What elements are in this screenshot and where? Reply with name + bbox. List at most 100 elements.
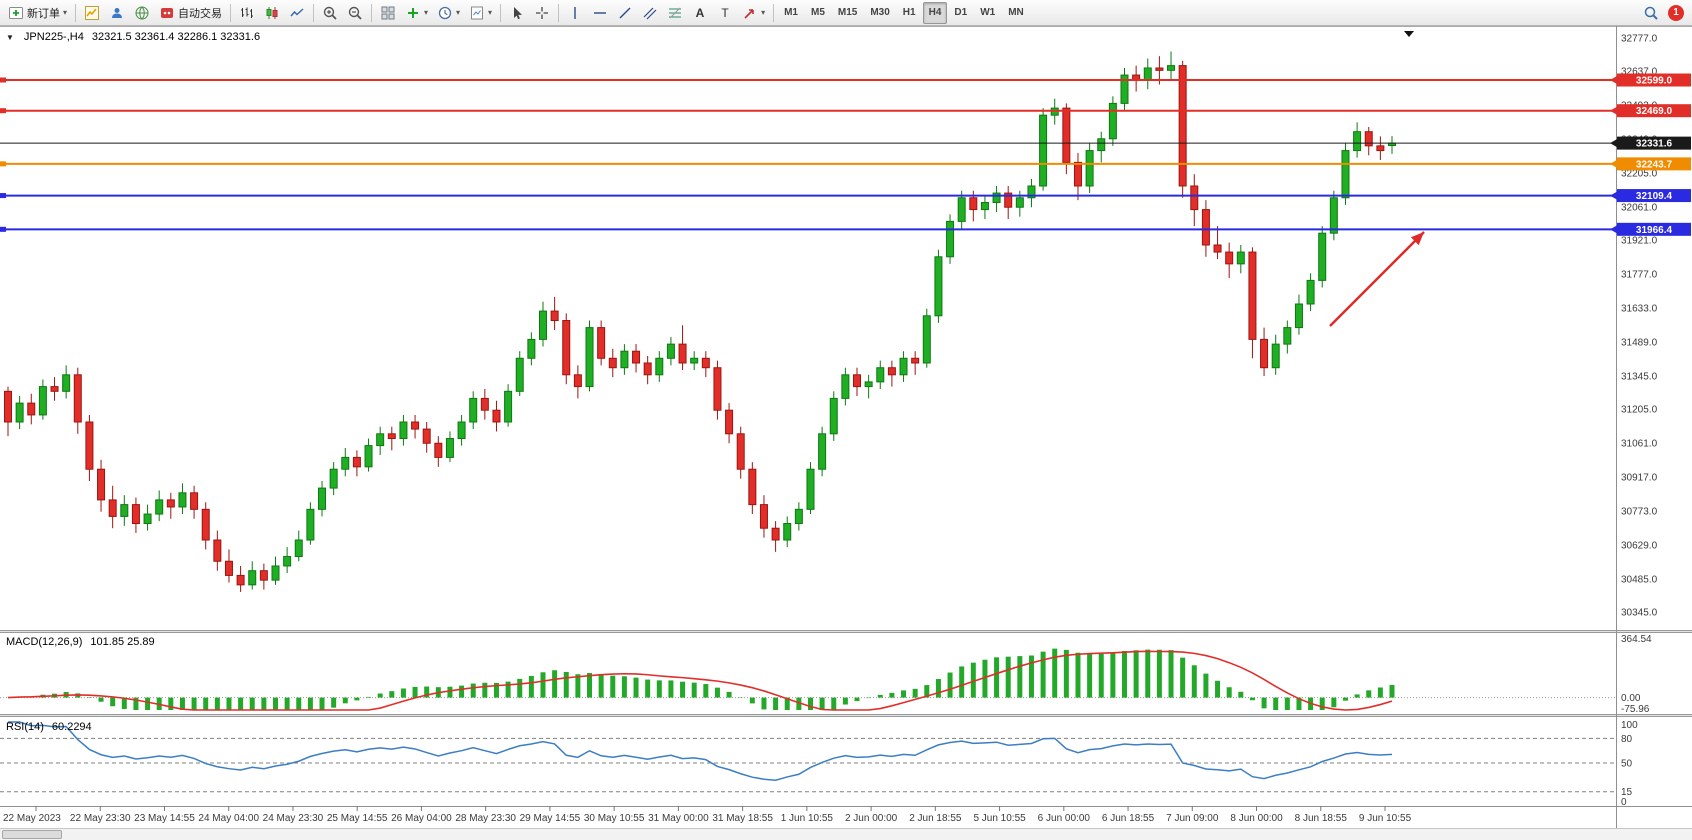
trendline-button[interactable] (613, 2, 637, 24)
arrow-tool-icon (744, 8, 754, 19)
svg-text:7 Jun 09:00: 7 Jun 09:00 (1166, 813, 1219, 824)
svg-text:6 Jun 00:00: 6 Jun 00:00 (1038, 813, 1091, 824)
bar-chart-button[interactable] (235, 2, 259, 24)
new-order-icon (9, 6, 23, 19)
svg-text:32109.4: 32109.4 (1636, 191, 1673, 202)
new-chart-button[interactable] (80, 2, 104, 24)
profiles-button[interactable] (105, 2, 129, 24)
fibonacci-icon (669, 7, 682, 18)
svg-text:32205.0: 32205.0 (1621, 169, 1658, 180)
svg-text:8 Jun 00:00: 8 Jun 00:00 (1230, 813, 1283, 824)
timeframe-mn-button[interactable]: MN (1008, 7, 1024, 18)
svg-text:15: 15 (1621, 787, 1633, 798)
new-order-label: 新订单 (27, 7, 60, 20)
svg-text:31777.0: 31777.0 (1621, 270, 1658, 281)
indicators-button[interactable]: ▾ (401, 2, 432, 24)
svg-text:31489.0: 31489.0 (1621, 337, 1658, 348)
svg-text:50: 50 (1621, 759, 1633, 770)
svg-text:24 May 04:00: 24 May 04:00 (198, 813, 259, 824)
zoom-out-icon (348, 6, 362, 20)
timeframe-h4-button[interactable]: H4 (922, 1, 948, 24)
svg-text:22 May 2023: 22 May 2023 (3, 813, 61, 824)
search-button[interactable] (1639, 2, 1663, 24)
crosshair-icon (536, 6, 549, 19)
toolbar-separator (313, 3, 315, 22)
horizontal-scrollbar[interactable] (0, 828, 1692, 840)
svg-text:9 Jun 10:55: 9 Jun 10:55 (1359, 813, 1412, 824)
candlestick-chart-button[interactable] (260, 2, 284, 24)
svg-text:6 Jun 18:55: 6 Jun 18:55 (1102, 813, 1155, 824)
svg-text:A: A (696, 6, 705, 20)
timeframe-m30-button[interactable]: M30 (870, 7, 890, 18)
chevron-down-icon: ▾ (488, 7, 493, 17)
channel-icon (643, 7, 657, 19)
text-icon: A (696, 6, 705, 20)
horizontal-line-button[interactable] (588, 2, 612, 24)
bar-chart-icon (241, 7, 254, 18)
svg-text:32061.0: 32061.0 (1621, 202, 1658, 213)
chevron-down-icon: ▾ (761, 7, 766, 17)
chevron-down-icon: ▾ (424, 7, 429, 17)
svg-text:364.54: 364.54 (1621, 634, 1652, 645)
svg-text:8 Jun 18:55: 8 Jun 18:55 (1295, 813, 1348, 824)
timeframe-w1-button[interactable]: W1 (980, 7, 996, 18)
svg-text:30917.0: 30917.0 (1621, 472, 1658, 483)
notification-badge[interactable]: 1 (1668, 4, 1684, 21)
toolbar-separator (773, 3, 775, 22)
chart-window[interactable]: 22 May 2023 22 May 23:30 23 May 14:55 24 Ma… (0, 26, 1692, 840)
arrows-button[interactable]: ▾ (738, 2, 769, 24)
svg-text:23 May 14:55: 23 May 14:55 (134, 813, 195, 824)
search-icon (1644, 6, 1658, 20)
text-button[interactable]: A (688, 2, 712, 24)
grid-layer: 22 May 2023 22 May 23:30 23 May 14:55 24 Ma… (0, 26, 1692, 828)
svg-text:29 May 14:55: 29 May 14:55 (520, 813, 581, 824)
fibonacci-button[interactable] (663, 2, 687, 24)
svg-text:31966.4: 31966.4 (1636, 225, 1673, 236)
zoom-in-icon (323, 6, 337, 20)
svg-text:80: 80 (1621, 734, 1633, 745)
svg-text:T: T (721, 6, 729, 20)
text-label-icon: T (721, 6, 729, 20)
svg-text:22 May 23:30: 22 May 23:30 (70, 813, 131, 824)
svg-text:30773.0: 30773.0 (1621, 506, 1658, 517)
templates-button[interactable]: ▾ (465, 2, 496, 24)
tile-windows-icon (381, 6, 395, 19)
chevron-down-icon: ▾ (456, 7, 461, 17)
timeframe-h1-button[interactable]: H1 (902, 7, 916, 18)
toolbar-separator (558, 3, 560, 22)
price-lines-layer[interactable] (0, 77, 1616, 232)
trend-arrow-annotation[interactable] (1329, 231, 1425, 327)
svg-text:28 May 23:30: 28 May 23:30 (455, 813, 516, 824)
svg-text:1 Jun 10:55: 1 Jun 10:55 (781, 813, 834, 824)
timeframe-m5-button[interactable]: M5 (810, 7, 825, 18)
chart-canvas[interactable]: 22 May 2023 22 May 23:30 23 May 14:55 24 Ma… (0, 26, 1692, 828)
channel-button[interactable] (638, 2, 662, 24)
svg-text:30345.0: 30345.0 (1621, 608, 1658, 619)
svg-text:32469.0: 32469.0 (1636, 106, 1673, 117)
periods-button[interactable]: ▾ (433, 2, 464, 24)
autotrading-button[interactable]: 自动交易 (155, 2, 226, 24)
svg-text:32599.0: 32599.0 (1636, 76, 1673, 87)
trendline-icon (619, 7, 631, 18)
timeframe-d1-button[interactable]: D1 (954, 7, 968, 18)
text-label-button[interactable]: T (713, 2, 737, 24)
tile-windows-button[interactable] (376, 2, 400, 24)
zoom-out-button[interactable] (343, 2, 367, 24)
zoom-in-button[interactable] (318, 2, 342, 24)
candlestick-chart-icon (266, 6, 278, 19)
cursor-button[interactable] (505, 2, 529, 24)
macd-layer: 364.54 0.00-75.96 (0, 634, 1652, 715)
labels-layer: 32777.032637.032493.032349.032205.032061… (1404, 31, 1691, 619)
new-order-button[interactable]: 新订单 ▾ (4, 2, 71, 24)
timeframe-m1-button[interactable]: M1 (784, 7, 798, 18)
timeframe-m15-button[interactable]: M15 (837, 7, 858, 18)
vertical-line-button[interactable] (563, 2, 587, 24)
scrollbar-thumb[interactable] (2, 830, 62, 839)
svg-text:31 May 00:00: 31 May 00:00 (648, 813, 709, 824)
svg-text:100: 100 (1621, 720, 1638, 731)
crosshair-button[interactable] (530, 2, 554, 24)
market-watch-button[interactable] (130, 2, 154, 24)
line-chart-button[interactable] (285, 2, 309, 24)
toolbar-separator (75, 3, 77, 22)
clock-icon (438, 6, 452, 19)
